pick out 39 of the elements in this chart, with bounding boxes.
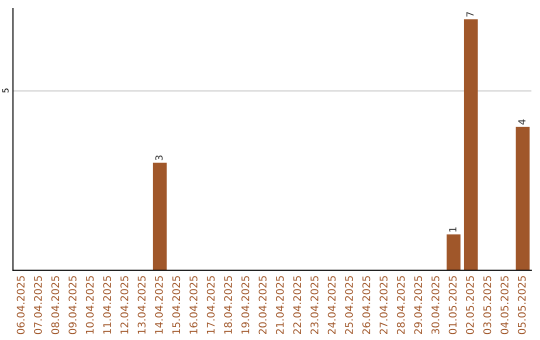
x-tick-label: 12.04.2025 [120, 276, 128, 334]
x-tick-label: 10.04.2025 [86, 276, 94, 334]
x-tick-label: 05.05.2025 [518, 276, 526, 334]
data-label: 3 [155, 156, 163, 160]
bar [464, 19, 478, 270]
x-tick-label: 19.04.2025 [241, 276, 250, 334]
x-tick-label: 30.04.2025 [431, 276, 440, 334]
data-label: 4 [518, 119, 526, 125]
x-tick-label: 09.04.2025 [68, 276, 76, 334]
x-tick-label: 15.04.2025 [172, 276, 180, 334]
x-tick-label: 06.04.2025 [16, 276, 25, 334]
x-tick-label: 16.04.2025 [190, 276, 198, 334]
bar [516, 126, 530, 270]
x-tick-label: 03.05.2025 [483, 276, 492, 334]
x-tick-label: 21.04.2025 [276, 276, 284, 334]
x-tick-label: 11.04.2025 [103, 276, 112, 334]
x-tick-label: 02.05.2025 [466, 276, 474, 334]
x-tick-label: 20.04.2025 [258, 276, 267, 334]
x-tick-label: 25.04.2025 [345, 276, 353, 334]
x-tick-label: 29.04.2025 [414, 276, 422, 334]
x-tick-label: 22.04.2025 [293, 276, 302, 334]
bar [446, 234, 461, 270]
x-tick-label: 17.04.2025 [206, 276, 215, 334]
x-tick-label: 14.04.2025 [154, 276, 163, 334]
x-tick-label: 18.04.2025 [224, 276, 232, 334]
x-tick-label: 04.05.2025 [500, 276, 508, 334]
x-tick-label: 13.04.2025 [138, 276, 146, 334]
x-tick-label: 01.05.2025 [448, 276, 457, 334]
bar [152, 162, 167, 270]
data-label: 7 [466, 12, 474, 17]
x-tick-label: 28.04.2025 [396, 276, 405, 334]
x-tick-label: 24.04.2025 [328, 276, 336, 334]
x-tick-label: 27.04.2025 [380, 276, 388, 334]
y-tick-label: 5 [2, 88, 9, 92]
data-label: 1 [449, 227, 456, 232]
x-tick-label: 07.04.2025 [34, 276, 42, 334]
x-tick-label: 23.04.2025 [310, 276, 318, 334]
x-tick-label: 26.04.2025 [362, 276, 370, 334]
x-tick-label: 08.04.2025 [51, 276, 60, 334]
